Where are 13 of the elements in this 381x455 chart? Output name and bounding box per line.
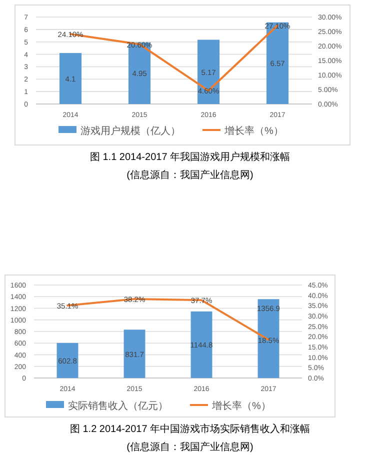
text: 图 1.2 2014-2017 年中国游戏市场实际销售收入和涨幅 bbox=[70, 423, 310, 435]
bar bbox=[56, 342, 78, 378]
legend-label: 增长率（%） bbox=[224, 125, 284, 137]
bar bbox=[124, 330, 146, 378]
text: (信息源自：我国产业信息网) bbox=[126, 441, 254, 453]
text: 图 1.1 2014-2017 年我国游戏用户规模和涨幅 bbox=[90, 151, 290, 163]
legend-label: 增长率（%） bbox=[211, 400, 271, 412]
text: (信息源自：我国产业信息网) bbox=[126, 169, 254, 181]
bar bbox=[266, 22, 289, 104]
legend-label: 实际销售收入（亿元） bbox=[68, 400, 168, 412]
bar bbox=[59, 53, 82, 104]
legend-label: 游戏用户规模（亿人） bbox=[80, 125, 180, 137]
bar bbox=[190, 311, 212, 378]
